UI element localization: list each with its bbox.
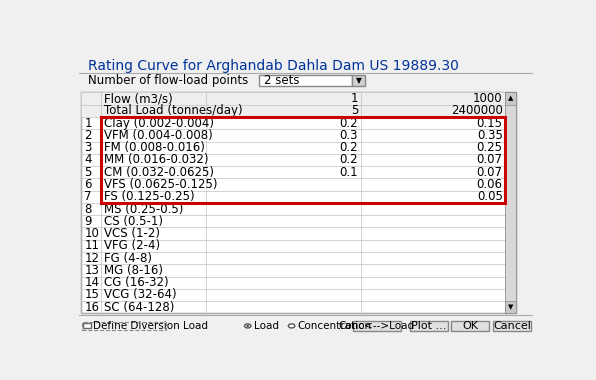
Text: 14: 14 xyxy=(84,276,99,289)
Text: CM (0.032-0.0625): CM (0.032-0.0625) xyxy=(104,166,213,179)
Text: 0.2: 0.2 xyxy=(340,154,358,166)
Text: 0.1: 0.1 xyxy=(340,166,358,179)
Text: 0.07: 0.07 xyxy=(477,154,502,166)
Text: ▼: ▼ xyxy=(356,76,362,85)
Circle shape xyxy=(246,325,249,327)
Bar xyxy=(82,92,505,105)
Text: VCS (1-2): VCS (1-2) xyxy=(104,227,160,240)
Text: 11: 11 xyxy=(84,239,99,252)
Bar xyxy=(82,321,166,330)
Bar xyxy=(352,76,365,86)
Bar xyxy=(101,117,505,203)
Text: MS (0.25-0.5): MS (0.25-0.5) xyxy=(104,203,183,215)
Text: Cancel: Cancel xyxy=(493,321,531,331)
Circle shape xyxy=(244,324,251,328)
Text: Conc<-->Load: Conc<-->Load xyxy=(339,321,415,331)
Bar xyxy=(410,321,448,331)
Text: 0.07: 0.07 xyxy=(477,166,502,179)
Text: 0.06: 0.06 xyxy=(477,178,502,191)
Text: 0.05: 0.05 xyxy=(477,190,502,203)
Bar xyxy=(505,92,516,314)
Text: MM (0.016-0.032): MM (0.016-0.032) xyxy=(104,154,208,166)
Text: 10: 10 xyxy=(84,227,99,240)
Text: FS (0.125-0.25): FS (0.125-0.25) xyxy=(104,190,194,203)
Bar xyxy=(493,321,531,331)
Text: VCG (32-64): VCG (32-64) xyxy=(104,288,176,301)
Text: 15: 15 xyxy=(84,288,99,301)
Text: 4: 4 xyxy=(84,154,92,166)
Text: 9: 9 xyxy=(84,215,92,228)
Text: 0.2: 0.2 xyxy=(340,141,358,154)
Text: Rating Curve for Arghandab Dahla Dam US 19889.30: Rating Curve for Arghandab Dahla Dam US … xyxy=(88,59,460,73)
Circle shape xyxy=(288,324,295,328)
Bar xyxy=(353,321,401,331)
Text: 1000: 1000 xyxy=(473,92,502,105)
Bar xyxy=(505,92,516,105)
Text: FM (0.008-0.016): FM (0.008-0.016) xyxy=(104,141,204,154)
Bar xyxy=(82,92,516,314)
Text: 8: 8 xyxy=(84,203,92,215)
Text: ▼: ▼ xyxy=(508,304,513,310)
Text: 16: 16 xyxy=(84,301,99,314)
Bar xyxy=(82,105,505,117)
Text: 13: 13 xyxy=(84,264,99,277)
Text: 6: 6 xyxy=(84,178,92,191)
Text: 0.3: 0.3 xyxy=(340,129,358,142)
Text: VFS (0.0625-0.125): VFS (0.0625-0.125) xyxy=(104,178,217,191)
Text: 3: 3 xyxy=(84,141,92,154)
Text: Clay (0.002-0.004): Clay (0.002-0.004) xyxy=(104,117,213,130)
Bar xyxy=(451,321,489,331)
Bar xyxy=(79,315,532,335)
Text: 5: 5 xyxy=(350,105,358,117)
Text: Flow (m3/s): Flow (m3/s) xyxy=(104,92,172,105)
Text: MG (8-16): MG (8-16) xyxy=(104,264,163,277)
Bar xyxy=(505,301,516,314)
Text: Number of flow-load points: Number of flow-load points xyxy=(88,74,249,87)
Text: Total Load (tonnes/day): Total Load (tonnes/day) xyxy=(104,105,242,117)
Text: 2400000: 2400000 xyxy=(451,105,502,117)
Text: VFM (0.004-0.008): VFM (0.004-0.008) xyxy=(104,129,212,142)
Text: 2: 2 xyxy=(84,129,92,142)
Text: OK: OK xyxy=(462,321,479,331)
Text: 0.25: 0.25 xyxy=(477,141,502,154)
Text: Define Diversion Load: Define Diversion Load xyxy=(94,321,209,331)
Text: 5: 5 xyxy=(84,166,92,179)
Text: CG (16-32): CG (16-32) xyxy=(104,276,168,289)
Text: CS (0.5-1): CS (0.5-1) xyxy=(104,215,163,228)
Text: 2 sets: 2 sets xyxy=(264,74,299,87)
Text: 0.15: 0.15 xyxy=(477,117,502,130)
Bar xyxy=(259,76,352,86)
Text: FG (4-8): FG (4-8) xyxy=(104,252,151,264)
Text: ▲: ▲ xyxy=(508,95,513,101)
Text: 12: 12 xyxy=(84,252,99,264)
Text: Concentration: Concentration xyxy=(297,321,372,331)
Text: 1: 1 xyxy=(84,117,92,130)
Text: 0.35: 0.35 xyxy=(477,129,502,142)
Bar xyxy=(83,323,91,328)
Text: 1: 1 xyxy=(350,92,358,105)
Text: VFG (2-4): VFG (2-4) xyxy=(104,239,160,252)
Text: 0.2: 0.2 xyxy=(340,117,358,130)
Text: SC (64-128): SC (64-128) xyxy=(104,301,174,314)
Text: 7: 7 xyxy=(84,190,92,203)
Text: Load: Load xyxy=(254,321,279,331)
Text: Plot ...: Plot ... xyxy=(411,321,446,331)
